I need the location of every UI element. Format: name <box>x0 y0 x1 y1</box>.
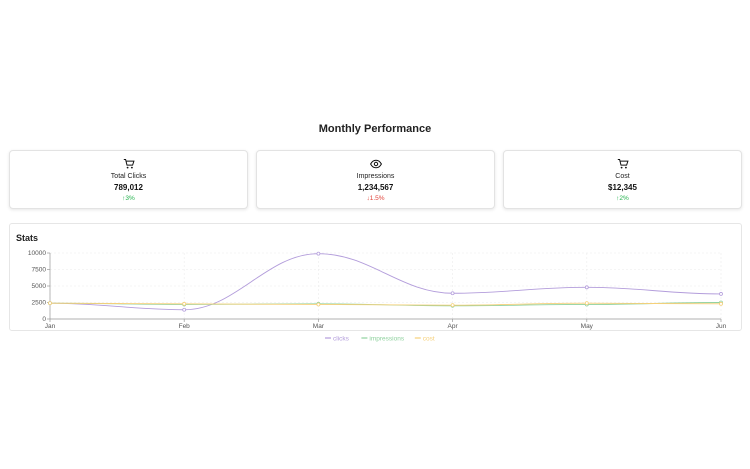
arrow-up-icon: ↑ <box>616 195 620 202</box>
card-label: Impressions <box>356 173 395 180</box>
legend-label-impressions: impressions <box>369 335 404 342</box>
card-label: Cost <box>615 173 630 180</box>
arrow-up-icon: ↑ <box>122 195 126 202</box>
card-change: ↓1.5% <box>366 195 385 202</box>
stats-title: Stats <box>16 233 39 243</box>
cart-icon <box>123 158 135 170</box>
legend-label-cost: cost <box>423 335 435 342</box>
arrow-down-icon: ↓ <box>366 195 370 202</box>
card-change: ↑2% <box>616 195 629 202</box>
impressions-card: Impressions 1,234,567 ↓1.5% <box>256 150 495 209</box>
card-value: $12,345 <box>608 183 637 192</box>
card-value: 789,012 <box>114 183 143 192</box>
cost-card: Cost $12,345 ↑2% <box>503 150 742 209</box>
card-change: ↑3% <box>122 195 135 202</box>
legend-label-clicks: clicks <box>333 335 350 342</box>
total-clicks-card: Total Clicks 789,012 ↑3% <box>9 150 248 209</box>
card-label: Total Clicks <box>110 173 147 180</box>
eye-icon <box>369 158 382 170</box>
page-title: Monthly Performance <box>318 123 432 135</box>
cart-icon <box>617 158 629 170</box>
card-value: 1,234,567 <box>357 183 394 192</box>
stats-panel: Stats <box>9 223 742 331</box>
